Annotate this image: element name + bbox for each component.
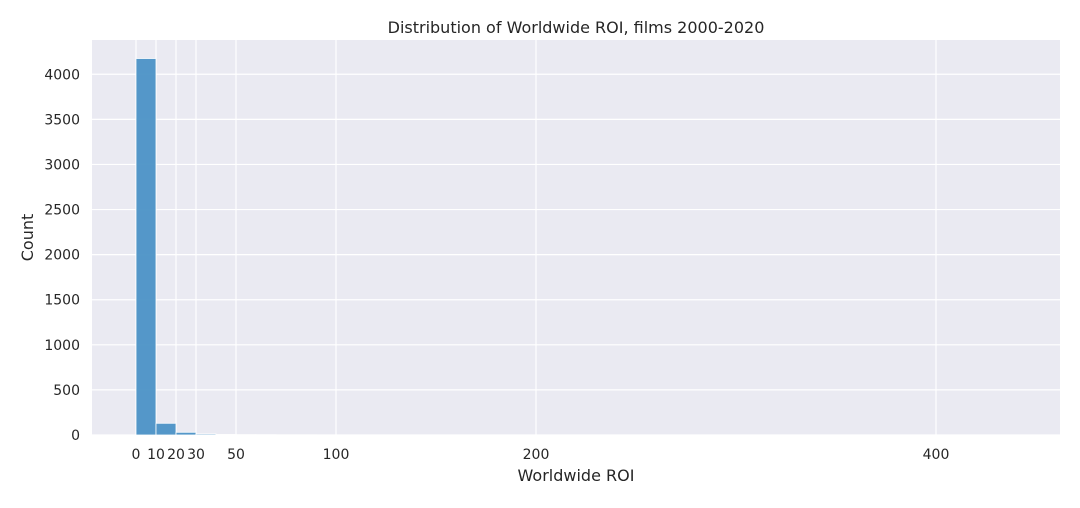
y-tick-label: 3500 — [44, 112, 80, 128]
histogram-bar — [135, 58, 157, 436]
histogram-bar — [235, 434, 257, 436]
x-tick-label: 20 — [167, 447, 185, 463]
histogram-bar — [295, 434, 317, 436]
x-tick-labels: 0 10 20 30 50 100 200 400 — [132, 447, 950, 463]
y-tick-label: 500 — [53, 383, 80, 399]
x-tick-label: 30 — [187, 447, 205, 463]
histogram-bar — [215, 434, 237, 436]
x-tick-label: 0 — [132, 447, 141, 463]
chart-title: Distribution of Worldwide ROI, films 200… — [388, 18, 765, 37]
histogram-bar — [195, 433, 217, 436]
y-tick-label: 2000 — [44, 248, 80, 264]
y-tick-label: 4000 — [44, 67, 80, 83]
x-tick-label: 100 — [323, 447, 350, 463]
histogram-bar — [175, 431, 197, 436]
y-tick-label: 1500 — [44, 293, 80, 309]
y-axis-label: Count — [18, 214, 37, 262]
histogram-bar — [275, 434, 297, 436]
histogram-bar — [1035, 434, 1057, 436]
x-tick-label: 50 — [227, 447, 245, 463]
histogram-bar — [535, 434, 557, 436]
histogram-bar — [335, 434, 357, 436]
plot-background — [92, 40, 1060, 435]
histogram-bars — [135, 58, 1057, 436]
y-tick-label: 0 — [71, 428, 80, 444]
y-tick-labels: 0 500 1000 1500 2000 2500 3000 3500 4000 — [44, 67, 80, 444]
y-tick-label: 1000 — [44, 338, 80, 354]
histogram-bar — [255, 434, 277, 436]
x-axis-label: Worldwide ROI — [518, 466, 635, 485]
y-tick-label: 2500 — [44, 203, 80, 219]
x-tick-label: 10 — [147, 447, 165, 463]
y-tick-label: 3000 — [44, 157, 80, 173]
histogram-bar — [355, 434, 377, 436]
histogram-bar — [155, 422, 177, 436]
x-tick-label: 200 — [523, 447, 550, 463]
x-tick-label: 400 — [923, 447, 950, 463]
histogram-bar — [375, 434, 397, 436]
histogram-bar — [315, 434, 337, 436]
